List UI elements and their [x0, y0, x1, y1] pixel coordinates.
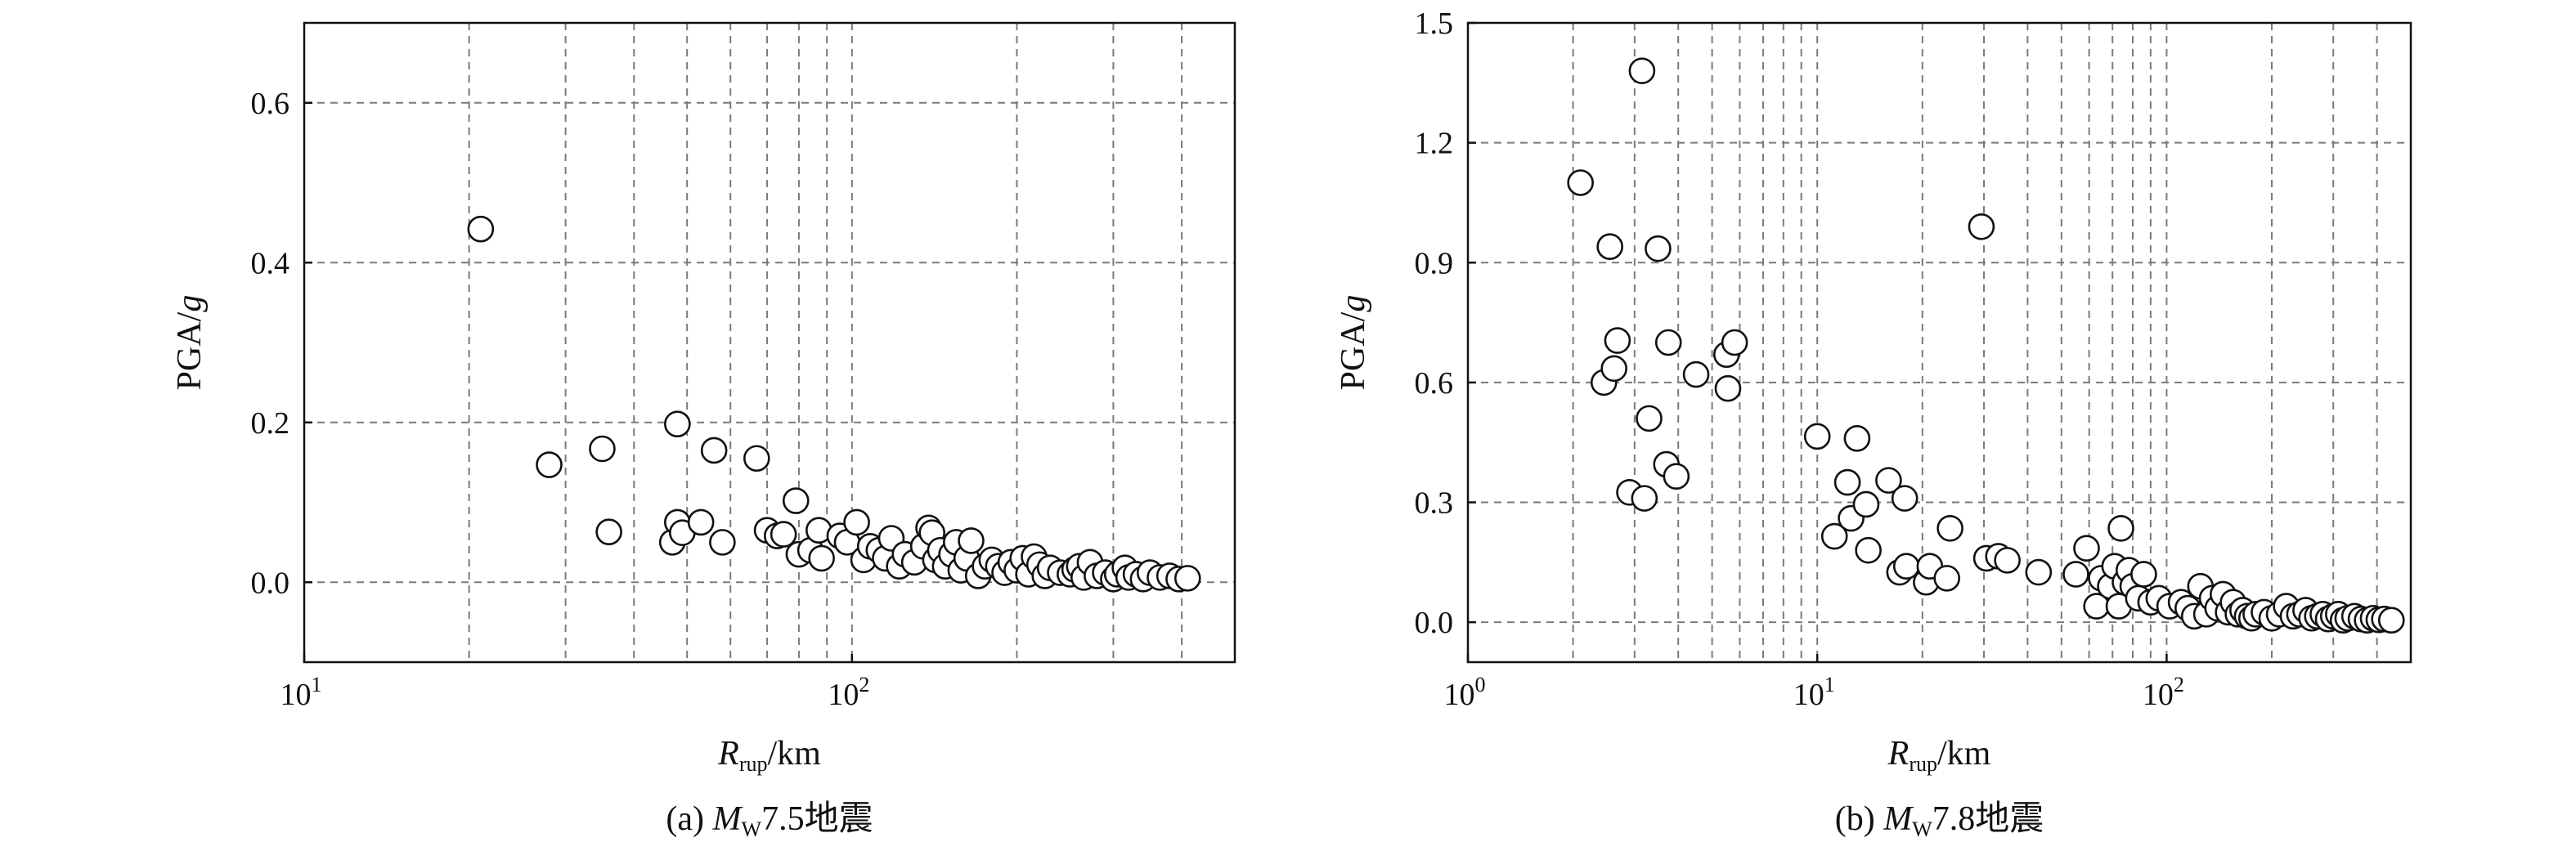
chart-1-point — [1833, 468, 1861, 496]
chart-1-point — [1645, 235, 1672, 262]
chart-0-point — [782, 487, 810, 514]
chart-1-point — [1891, 485, 1919, 512]
chart-1-point — [1803, 423, 1831, 450]
chart-0-x-tick-label: 101 — [280, 673, 322, 712]
chart-1-point — [1721, 329, 1748, 356]
chart-1-x-tick-label: 100 — [1444, 673, 1486, 712]
chart-1-point — [1852, 490, 1880, 518]
chart-0-point — [700, 437, 728, 464]
chart-1-x-axis-label: Rrup/km — [1887, 735, 1991, 776]
chart-0-y-tick-label: 0.2 — [251, 406, 290, 441]
chart-0-plot-frame — [303, 21, 1236, 664]
chart-1-point — [1663, 463, 1690, 490]
chart-1-point — [1968, 213, 1995, 240]
panel-a-pga-vs-rrup-mw75: 0.0 0.2 0.4 0.6 101 102 PGA/g Rrup/km (a) MW7.5地… — [171, 21, 1236, 841]
chart-1-y-tick-label: 0.9 — [1415, 246, 1454, 280]
chart-1-point — [2025, 558, 2053, 586]
chart-1-y-tick-label: 1.5 — [1415, 7, 1454, 41]
chart-0-y-tick-label: 0.4 — [251, 246, 290, 280]
chart-1-point — [1855, 536, 1882, 564]
chart-1-plot-frame — [1466, 21, 2412, 664]
chart-0-point — [843, 508, 870, 536]
chart-1-point — [1600, 355, 1627, 383]
chart-1-x-tick-label: 101 — [1793, 673, 1835, 712]
chart-1-point — [1682, 361, 1710, 388]
chart-1-point — [1628, 57, 1656, 84]
chart-0-point — [595, 518, 622, 545]
chart-0-y-tick-label: 0.0 — [251, 566, 290, 600]
panel-b-pga-vs-rrup-mw78: 0.0 0.3 0.6 0.9 1.2 1.5 100 101 102 PGA/g Rrup/km (… — [1335, 7, 2412, 841]
chart-0-x-axis-label: Rrup/km — [717, 735, 821, 776]
chart-0-y-tick-label: 0.6 — [251, 87, 290, 121]
chart-0-y-axis-label: PGA/g — [171, 295, 209, 391]
chart-0-point — [709, 529, 736, 556]
chart-1-point — [1567, 169, 1594, 196]
chart-1-y-tick-label: 0.0 — [1415, 606, 1454, 640]
chart-0-point — [687, 508, 715, 536]
chart-1-point — [1636, 405, 1663, 432]
chart-0-caption: (a) MW7.5地震 — [666, 800, 873, 841]
chart-1-point — [2107, 514, 2134, 542]
chart-1-point — [1596, 233, 1623, 261]
chart-1-point — [1933, 565, 1961, 592]
chart-1-point — [2130, 561, 2157, 588]
chart-1-point — [1714, 374, 1742, 402]
chart-1-point — [1875, 467, 1902, 494]
chart-0-point — [1174, 565, 1201, 592]
chart-0-point — [770, 521, 797, 548]
chart-0-point — [743, 445, 770, 473]
chart-1-y-tick-label: 0.3 — [1415, 486, 1454, 521]
chart-1-point — [1892, 553, 1920, 580]
chart-1-y-tick-label: 0.6 — [1415, 366, 1454, 401]
chart-0-point — [536, 451, 563, 478]
chart-1-point — [1604, 327, 1631, 354]
chart-0-point — [808, 544, 835, 572]
chart-1-point — [1654, 329, 1682, 356]
chart-0-point — [467, 215, 495, 243]
chart-1-x-tick-label: 102 — [2143, 673, 2184, 712]
chart-1-y-tick-label: 1.2 — [1415, 127, 1454, 161]
chart-1-point — [2073, 535, 2100, 562]
chart-1-point — [1820, 522, 1848, 550]
chart-0-point — [589, 435, 616, 463]
chart-1-y-axis-label: PGA/g — [1335, 295, 1372, 391]
chart-1-caption: (b) MW7.8地震 — [1835, 800, 2044, 841]
chart-1-point — [1843, 424, 1871, 452]
chart-1-point — [1936, 514, 1963, 542]
chart-1-point — [1994, 547, 2021, 574]
chart-0-point — [958, 527, 985, 554]
chart-1-point — [2377, 607, 2405, 634]
chart-1-point — [1631, 485, 1658, 512]
chart-1-point — [2062, 561, 2089, 588]
chart-0-x-tick-label: 102 — [828, 673, 869, 712]
chart-0-point — [664, 410, 691, 438]
